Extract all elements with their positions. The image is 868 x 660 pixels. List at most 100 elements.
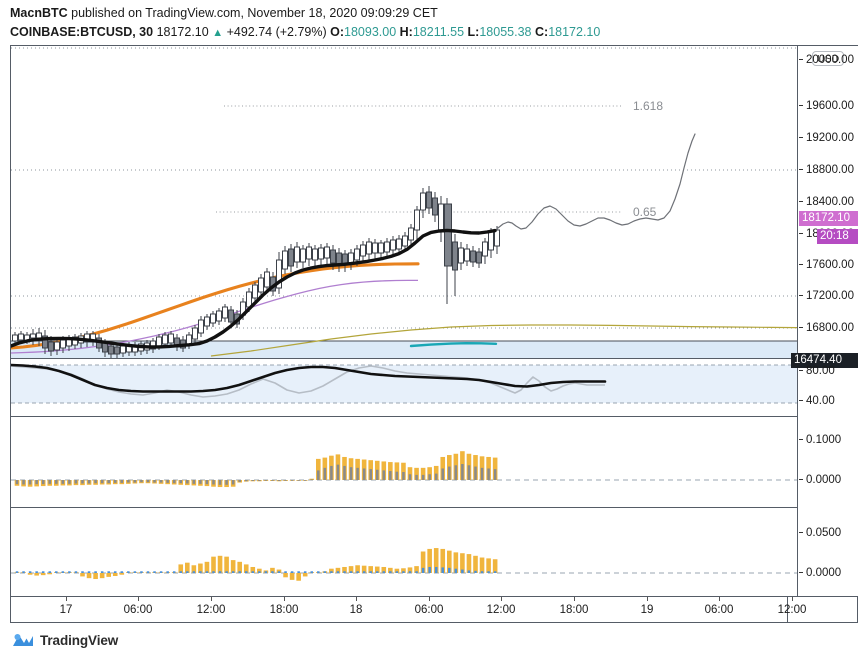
hist1-orange-bar [309, 478, 315, 480]
hist2-blue-bar [487, 571, 490, 573]
symbol-label[interactable]: COINBASE:BTCUSD, 30 [10, 25, 154, 39]
fib-065-label: 0.65 [633, 205, 657, 219]
hist1-gray-bar [55, 480, 58, 484]
hist2-blue-bar [408, 571, 412, 573]
hist1-gray-bar [382, 470, 386, 480]
hist1-gray-bar [28, 480, 32, 485]
hist2-orange-bar [447, 550, 452, 573]
hist1-gray-bar [408, 474, 412, 480]
hist2-orange-bar [257, 568, 262, 573]
hist1-gray-bar [238, 480, 241, 482]
hist2-blue-bar [271, 571, 274, 573]
hist2-orange-bar [374, 566, 380, 573]
hist1-tick-1: 0.0000 [798, 473, 858, 487]
hist1-orange-bar [407, 467, 413, 480]
publish-text: published on TradingView.com, November 1… [71, 6, 438, 20]
hist2-blue-bar [336, 571, 340, 573]
hist1-gray-bar [159, 480, 163, 483]
histogram-2-pane[interactable] [11, 508, 797, 596]
hist2-orange-bar [335, 567, 341, 573]
hist1-gray-bar [487, 468, 490, 480]
hist2-orange-bar [368, 566, 373, 573]
hist2-blue-bar [395, 571, 399, 573]
hist1-gray-bar [113, 480, 117, 483]
hist2-blue-bar [218, 571, 222, 573]
hist1-gray-bar [323, 467, 327, 480]
time-axis[interactable]: 17 06:00 12:00 18:00 18 06:00 12:00 18:00 19 06:0… [10, 597, 858, 623]
hist1-gray-bar [212, 480, 215, 485]
hist2-orange-bar [80, 573, 85, 577]
histogram-1-canvas [11, 451, 797, 488]
hist1-gray-bar [231, 480, 235, 485]
hist2-blue-bar [87, 571, 91, 573]
hist1-gray-bar [362, 468, 366, 480]
hist2-blue-bar [467, 570, 471, 573]
hist2-orange-bar [289, 573, 295, 580]
hist2-blue-bar [448, 567, 451, 573]
hist1-gray-bar [120, 480, 124, 483]
hist1-gray-bar [336, 464, 340, 480]
hist2-orange-bar [86, 573, 92, 579]
hist2-orange-bar [302, 573, 308, 577]
hist1-orange-bar [427, 467, 432, 480]
chart-frame[interactable]: 1.618 0.65 [10, 45, 858, 597]
hist1-gray-bar [133, 480, 137, 483]
hist2-orange-bar [178, 564, 184, 573]
hist2-blue-bar [28, 571, 32, 573]
hist1-gray-bar [277, 480, 281, 481]
osc-tick-0: 80.00 [798, 364, 858, 378]
hist2-blue-bar [434, 566, 438, 573]
hist2-blue-bar [303, 571, 307, 573]
currency-badge[interactable]: USD [812, 51, 845, 66]
hist2-blue-bar [205, 571, 209, 573]
hist2-blue-bar [199, 571, 202, 573]
hist2-blue-bar [310, 571, 314, 573]
hist2-orange-bar [112, 573, 118, 577]
hist1-gray-bar [297, 480, 300, 481]
ma-teal-line [409, 341, 498, 348]
hist1-gray-bar [258, 480, 261, 481]
hist1-gray-bar [467, 465, 471, 480]
countdown-badge[interactable]: 20:18 [817, 229, 858, 244]
hist2-blue-bar [55, 571, 58, 573]
hist2-orange-bar [466, 554, 472, 573]
hist2-orange-bar [93, 573, 98, 580]
last-close-badge[interactable]: 16474.40 [791, 353, 858, 368]
hist2-blue-bar [415, 571, 418, 573]
hist2-blue-bar [290, 571, 294, 573]
hist2-blue-bar [22, 571, 25, 573]
price-tick-8: 16800.00 [798, 321, 858, 335]
hist2-blue-bar [100, 571, 104, 573]
oscillator-pane[interactable] [11, 359, 797, 416]
hist2-blue-bar [127, 571, 130, 573]
hist1-gray-bar [402, 472, 405, 480]
hist2-blue-bar [146, 571, 150, 573]
footer: TradingView [12, 629, 118, 651]
price-pane[interactable]: 1.618 0.65 [11, 46, 797, 358]
current-price-badge[interactable]: 18172.10 [799, 211, 858, 226]
hist1-gray-bar [317, 470, 320, 480]
tradingview-logo-text: TradingView [40, 632, 119, 648]
oscillator-canvas [11, 363, 797, 404]
hist2-orange-bar [473, 555, 478, 573]
hist2-blue-bar [474, 570, 477, 573]
price-tick-3: 18800.00 [798, 163, 858, 177]
hist1-bars [14, 451, 498, 488]
hist2-blue-bar [186, 571, 189, 573]
hist1-gray-bar [369, 469, 372, 480]
hist2-blue-bar [402, 571, 405, 573]
price-axis[interactable]: USD 20000.00 19600.00 19200.00 18800.00 1840… [791, 46, 858, 596]
hist1-gray-bar [356, 467, 359, 480]
hist2-blue-bar [172, 571, 176, 573]
open-label: O: [330, 25, 345, 39]
histogram-1-pane[interactable] [11, 417, 797, 507]
up-arrow-icon: ▲ [212, 27, 224, 39]
hist2-bars [14, 548, 498, 581]
hist1-gray-bar [251, 480, 255, 481]
hist1-gray-bar [389, 471, 392, 480]
hist2-blue-bar [277, 571, 281, 573]
header-publish-line: MacnBTC published on TradingView.com, No… [10, 4, 868, 23]
histogram-2-canvas [11, 548, 797, 581]
hist2-blue-bar [323, 571, 327, 573]
hist2-blue-bar [212, 571, 215, 573]
